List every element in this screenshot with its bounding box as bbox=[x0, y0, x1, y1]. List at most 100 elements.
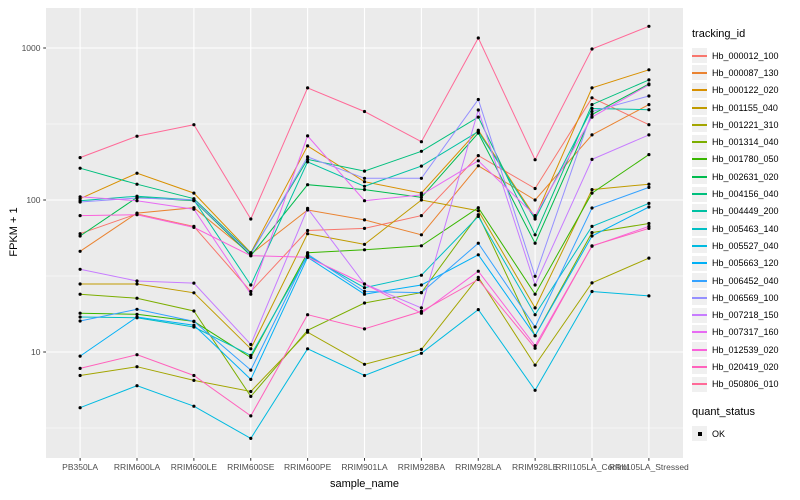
legend-entry-Hb_001314_040: Hb_001314_040 bbox=[692, 133, 800, 150]
data-point-Hb_001155_040 bbox=[647, 182, 651, 186]
data-point-Hb_050806_010 bbox=[533, 158, 537, 162]
x-tick-label: RRIM600SE bbox=[227, 462, 275, 472]
data-point-Hb_001221_310 bbox=[78, 373, 82, 378]
data-point-Hb_006452_040 bbox=[419, 291, 423, 295]
data-point-Hb_001155_040 bbox=[419, 198, 423, 202]
legend-key-line bbox=[692, 158, 707, 161]
quant-legend: quant_status OK bbox=[692, 406, 800, 442]
data-point-Hb_002631_020 bbox=[306, 183, 310, 187]
data-point-Hb_007317_160 bbox=[647, 83, 651, 87]
legend-key-icon bbox=[692, 82, 707, 98]
legend-entry-Hb_002631_020: Hb_002631_020 bbox=[692, 168, 800, 185]
legend-entry-label: Hb_007218_150 bbox=[712, 310, 779, 321]
data-point-Hb_005527_040 bbox=[362, 373, 367, 378]
data-point-Hb_005663_120 bbox=[590, 234, 594, 238]
data-point-Hb_000012_100 bbox=[590, 96, 594, 100]
data-point-Hb_001155_040 bbox=[533, 306, 537, 310]
data-point-Hb_004156_040 bbox=[647, 78, 651, 82]
data-point-Hb_005527_040 bbox=[135, 384, 139, 388]
legend-key-icon bbox=[692, 307, 707, 323]
legend-key-icon bbox=[692, 342, 707, 358]
data-point-Hb_005663_120 bbox=[476, 253, 480, 257]
data-point-Hb_004156_040 bbox=[78, 166, 82, 170]
legend-entry-label: Hb_001314_040 bbox=[712, 137, 779, 148]
x-tick-label: RRIM600LA bbox=[114, 462, 161, 472]
legend-entry-label: Hb_000087_130 bbox=[712, 67, 779, 78]
legend-key-icon bbox=[692, 100, 707, 116]
data-point-Hb_000122_020 bbox=[362, 180, 367, 184]
legend-entry-label: Hb_004449_200 bbox=[712, 206, 779, 217]
legend-entry-label: Hb_005527_040 bbox=[712, 240, 779, 251]
legend-key-line bbox=[692, 141, 707, 144]
legend-key-icon bbox=[692, 273, 707, 288]
quant-entry-label: OK bbox=[712, 428, 726, 439]
data-point-Hb_020419_020 bbox=[135, 353, 139, 357]
legend-entry-Hb_007317_160: Hb_007317_160 bbox=[692, 324, 800, 341]
legend-key-icon bbox=[692, 203, 707, 219]
data-point-Hb_001314_040 bbox=[362, 301, 367, 305]
data-point-Hb_001780_050 bbox=[590, 191, 594, 195]
legend-key-line bbox=[692, 348, 707, 351]
data-point-Hb_001780_050 bbox=[362, 248, 367, 252]
data-point-Hb_007218_150 bbox=[590, 157, 594, 161]
legend-key-line bbox=[692, 106, 707, 109]
data-point-Hb_000012_100 bbox=[476, 154, 480, 158]
data-point-Hb_007317_160 bbox=[590, 115, 594, 119]
legend-key-line bbox=[692, 175, 707, 178]
x-tick-label: RRIM928LE bbox=[512, 462, 559, 472]
data-point-Hb_020419_020 bbox=[306, 313, 310, 317]
data-point-Hb_004156_040 bbox=[590, 103, 594, 107]
legend-entry-Hb_005463_140: Hb_005463_140 bbox=[692, 220, 800, 237]
data-point-Hb_006452_040 bbox=[647, 185, 651, 189]
legend-entry-Hb_004156_040: Hb_004156_040 bbox=[692, 185, 800, 202]
data-point-Hb_007218_150 bbox=[249, 342, 253, 347]
data-point-Hb_005527_040 bbox=[249, 436, 253, 440]
data-point-Hb_001780_050 bbox=[419, 244, 423, 248]
legend-entry-label: Hb_006452_040 bbox=[712, 275, 779, 286]
quant-legend-title: quant_status bbox=[692, 405, 755, 418]
legend-entry-label: Hb_004156_040 bbox=[712, 189, 779, 200]
data-point-Hb_002631_020 bbox=[590, 112, 594, 117]
data-point-Hb_005463_140 bbox=[647, 201, 651, 205]
legend-key-line bbox=[692, 383, 707, 386]
data-point-Hb_007218_150 bbox=[306, 206, 310, 210]
data-point-Hb_000122_020 bbox=[306, 144, 310, 148]
data-point-Hb_007317_160 bbox=[192, 207, 196, 211]
data-point-Hb_000087_130 bbox=[78, 249, 82, 253]
legend-entry-Hb_005527_040: Hb_005527_040 bbox=[692, 237, 800, 254]
legend-entry-Hb_007218_150: Hb_007218_150 bbox=[692, 306, 800, 323]
data-point-Hb_007317_160 bbox=[135, 199, 139, 203]
data-point-Hb_004449_200 bbox=[590, 106, 594, 111]
legend-key-line bbox=[692, 262, 707, 265]
data-point-Hb_000012_100 bbox=[306, 228, 310, 233]
data-point-Hb_004156_040 bbox=[306, 157, 310, 161]
data-point-Hb_006569_100 bbox=[590, 109, 594, 114]
data-point-Hb_020419_020 bbox=[362, 327, 367, 331]
data-point-Hb_006452_040 bbox=[533, 325, 537, 329]
data-point-Hb_001221_310 bbox=[249, 389, 253, 394]
legend-key-line bbox=[692, 331, 707, 334]
legend-entry-Hb_006452_040: Hb_006452_040 bbox=[692, 272, 800, 289]
data-point-Hb_006452_040 bbox=[362, 289, 367, 294]
data-point-Hb_004449_200 bbox=[533, 217, 537, 221]
legend-entry-Hb_001780_050: Hb_001780_050 bbox=[692, 151, 800, 168]
data-point-Hb_020419_020 bbox=[192, 373, 196, 378]
data-point-Hb_000012_100 bbox=[533, 186, 537, 191]
legend-entry-Hb_050806_010: Hb_050806_010 bbox=[692, 376, 800, 393]
data-point-Hb_006452_040 bbox=[590, 206, 594, 210]
data-point-Hb_005527_040 bbox=[192, 404, 196, 408]
data-point-Hb_007218_150 bbox=[135, 279, 139, 283]
data-point-Hb_001155_040 bbox=[476, 209, 480, 213]
data-point-Hb_006569_100 bbox=[533, 274, 537, 278]
legend-entry-label: Hb_007317_160 bbox=[712, 327, 779, 338]
data-point-Hb_006452_040 bbox=[249, 368, 253, 372]
data-point-Hb_020419_020 bbox=[78, 366, 82, 370]
data-point-Hb_005527_040 bbox=[590, 289, 594, 294]
x-tick-label: RRIM600LE bbox=[171, 462, 218, 472]
data-point-Hb_000087_130 bbox=[533, 198, 537, 202]
legend-entry-Hb_000122_020: Hb_000122_020 bbox=[692, 82, 800, 99]
data-point-Hb_005663_120 bbox=[78, 354, 82, 358]
legend-entry-Hb_012539_020: Hb_012539_020 bbox=[692, 341, 800, 358]
x-tick-label: RRIM600PE bbox=[284, 462, 332, 472]
